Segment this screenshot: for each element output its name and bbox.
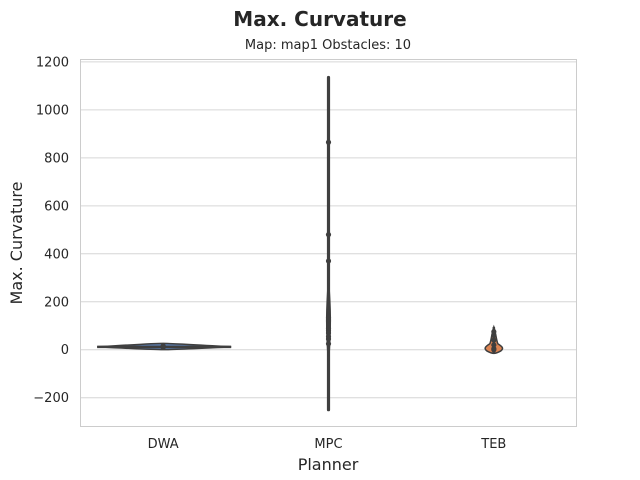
x-axis-label: Planner [298, 455, 359, 474]
x-tick-label: TEB [480, 437, 506, 452]
data-point [160, 343, 166, 349]
data-point [491, 345, 497, 352]
x-tick-label: DWA [148, 437, 179, 452]
data-point [325, 341, 332, 347]
data-point [325, 318, 332, 324]
data-point [491, 332, 497, 338]
y-tick-label: 200 [44, 295, 69, 310]
x-tick-labels: DWA MPC TEB [148, 437, 507, 452]
data-point [491, 337, 497, 343]
y-tick-label: 800 [44, 151, 69, 166]
data-point [491, 342, 497, 348]
y-tick-label: 600 [44, 199, 69, 214]
plot-area [80, 59, 577, 427]
y-tick-label: 400 [44, 247, 69, 262]
data-point [325, 258, 332, 264]
data-point [325, 314, 332, 320]
chart-subtitle: Map: map1 Obstacles: 10 [245, 38, 411, 53]
y-tick-label: 1200 [36, 55, 69, 70]
violin-mpc [325, 75, 332, 412]
data-point [325, 333, 332, 340]
data-point [491, 329, 497, 335]
data-point [325, 325, 332, 331]
x-tick-label: MPC [314, 437, 342, 452]
chart-title: Max. Curvature [233, 7, 406, 31]
data-point [325, 139, 332, 145]
violin-dwa [97, 342, 232, 351]
violin-teb [484, 324, 504, 355]
data-point [325, 232, 332, 238]
y-axis-label: Max. Curvature [7, 182, 26, 305]
violins [97, 75, 504, 412]
y-tick-labels: −200 0 200 400 600 800 1000 1200 [33, 55, 69, 406]
y-tick-label: 1000 [36, 103, 69, 118]
y-tick-label: 0 [61, 343, 69, 358]
y-tick-label: −200 [33, 391, 69, 406]
